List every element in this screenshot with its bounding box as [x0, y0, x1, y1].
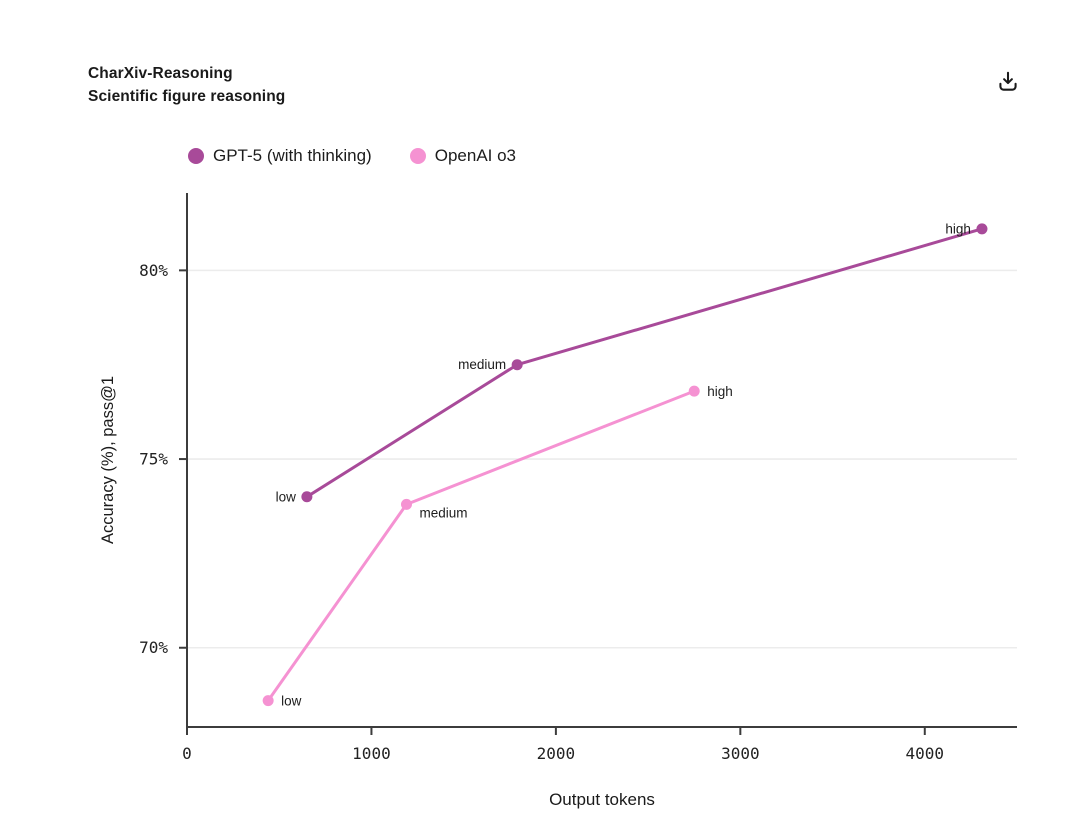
page-title: CharXiv-Reasoning: [88, 65, 233, 82]
series-line-gpt-5-with-thinking: [305, 227, 984, 499]
legend-item-gpt-5: GPT-5 (with thinking): [188, 146, 372, 166]
legend-dot-openai-o3: [409, 148, 426, 164]
point-label-gpt-5-with-thinking-medium: medium: [458, 357, 506, 372]
legend-item-openai-o3: OpenAI o3: [409, 146, 517, 166]
download-button[interactable]: [986, 60, 1030, 104]
point-label-openai-o3-low: low: [281, 694, 302, 709]
series-gpt-5-with-thinking: low medium high: [276, 221, 988, 504]
chart-header: CharXiv-Reasoning Scientific figure reas…: [88, 62, 285, 108]
download-icon: [999, 71, 1017, 91]
legend-label-gpt-5: GPT-5 (with thinking): [213, 146, 372, 165]
point-label-gpt-5-with-thinking-high: high: [945, 221, 971, 236]
y-tick-label: 75%: [139, 450, 168, 469]
point-label-gpt-5-with-thinking-low: low: [276, 489, 297, 504]
data-point-gpt-5-with-thinking-high[interactable]: [976, 223, 988, 235]
point-label-openai-o3-high: high: [707, 384, 733, 399]
series-openai-o3: low medium high: [262, 384, 733, 709]
data-point-openai-o3-high[interactable]: [688, 385, 700, 397]
legend: GPT-5 (with thinking) OpenAI o3: [188, 146, 516, 166]
legend-dot-gpt-5: [188, 148, 204, 164]
data-point-openai-o3-low[interactable]: [262, 695, 274, 707]
y-tick-label: 70%: [139, 638, 168, 657]
page-subtitle: Scientific figure reasoning: [88, 88, 286, 105]
x-tick-label: 2000: [537, 744, 576, 763]
x-tick-label: 0: [182, 744, 192, 763]
point-label-openai-o3-medium: medium: [419, 505, 467, 520]
data-point-gpt-5-with-thinking-low[interactable]: [301, 491, 313, 503]
x-axis-title: Output tokens: [549, 790, 655, 809]
y-tick-label: 80%: [139, 261, 168, 280]
y-axis-title: Accuracy (%), pass@1: [99, 376, 117, 544]
series-line-openai-o3: [266, 389, 696, 703]
x-tick-label: 4000: [906, 744, 945, 763]
x-tick-label: 1000: [352, 744, 391, 763]
legend-label-openai-o3: OpenAI o3: [434, 146, 517, 165]
data-point-gpt-5-with-thinking-medium[interactable]: [511, 359, 523, 371]
data-point-openai-o3-medium[interactable]: [400, 498, 412, 510]
x-tick-label: 3000: [721, 744, 760, 763]
